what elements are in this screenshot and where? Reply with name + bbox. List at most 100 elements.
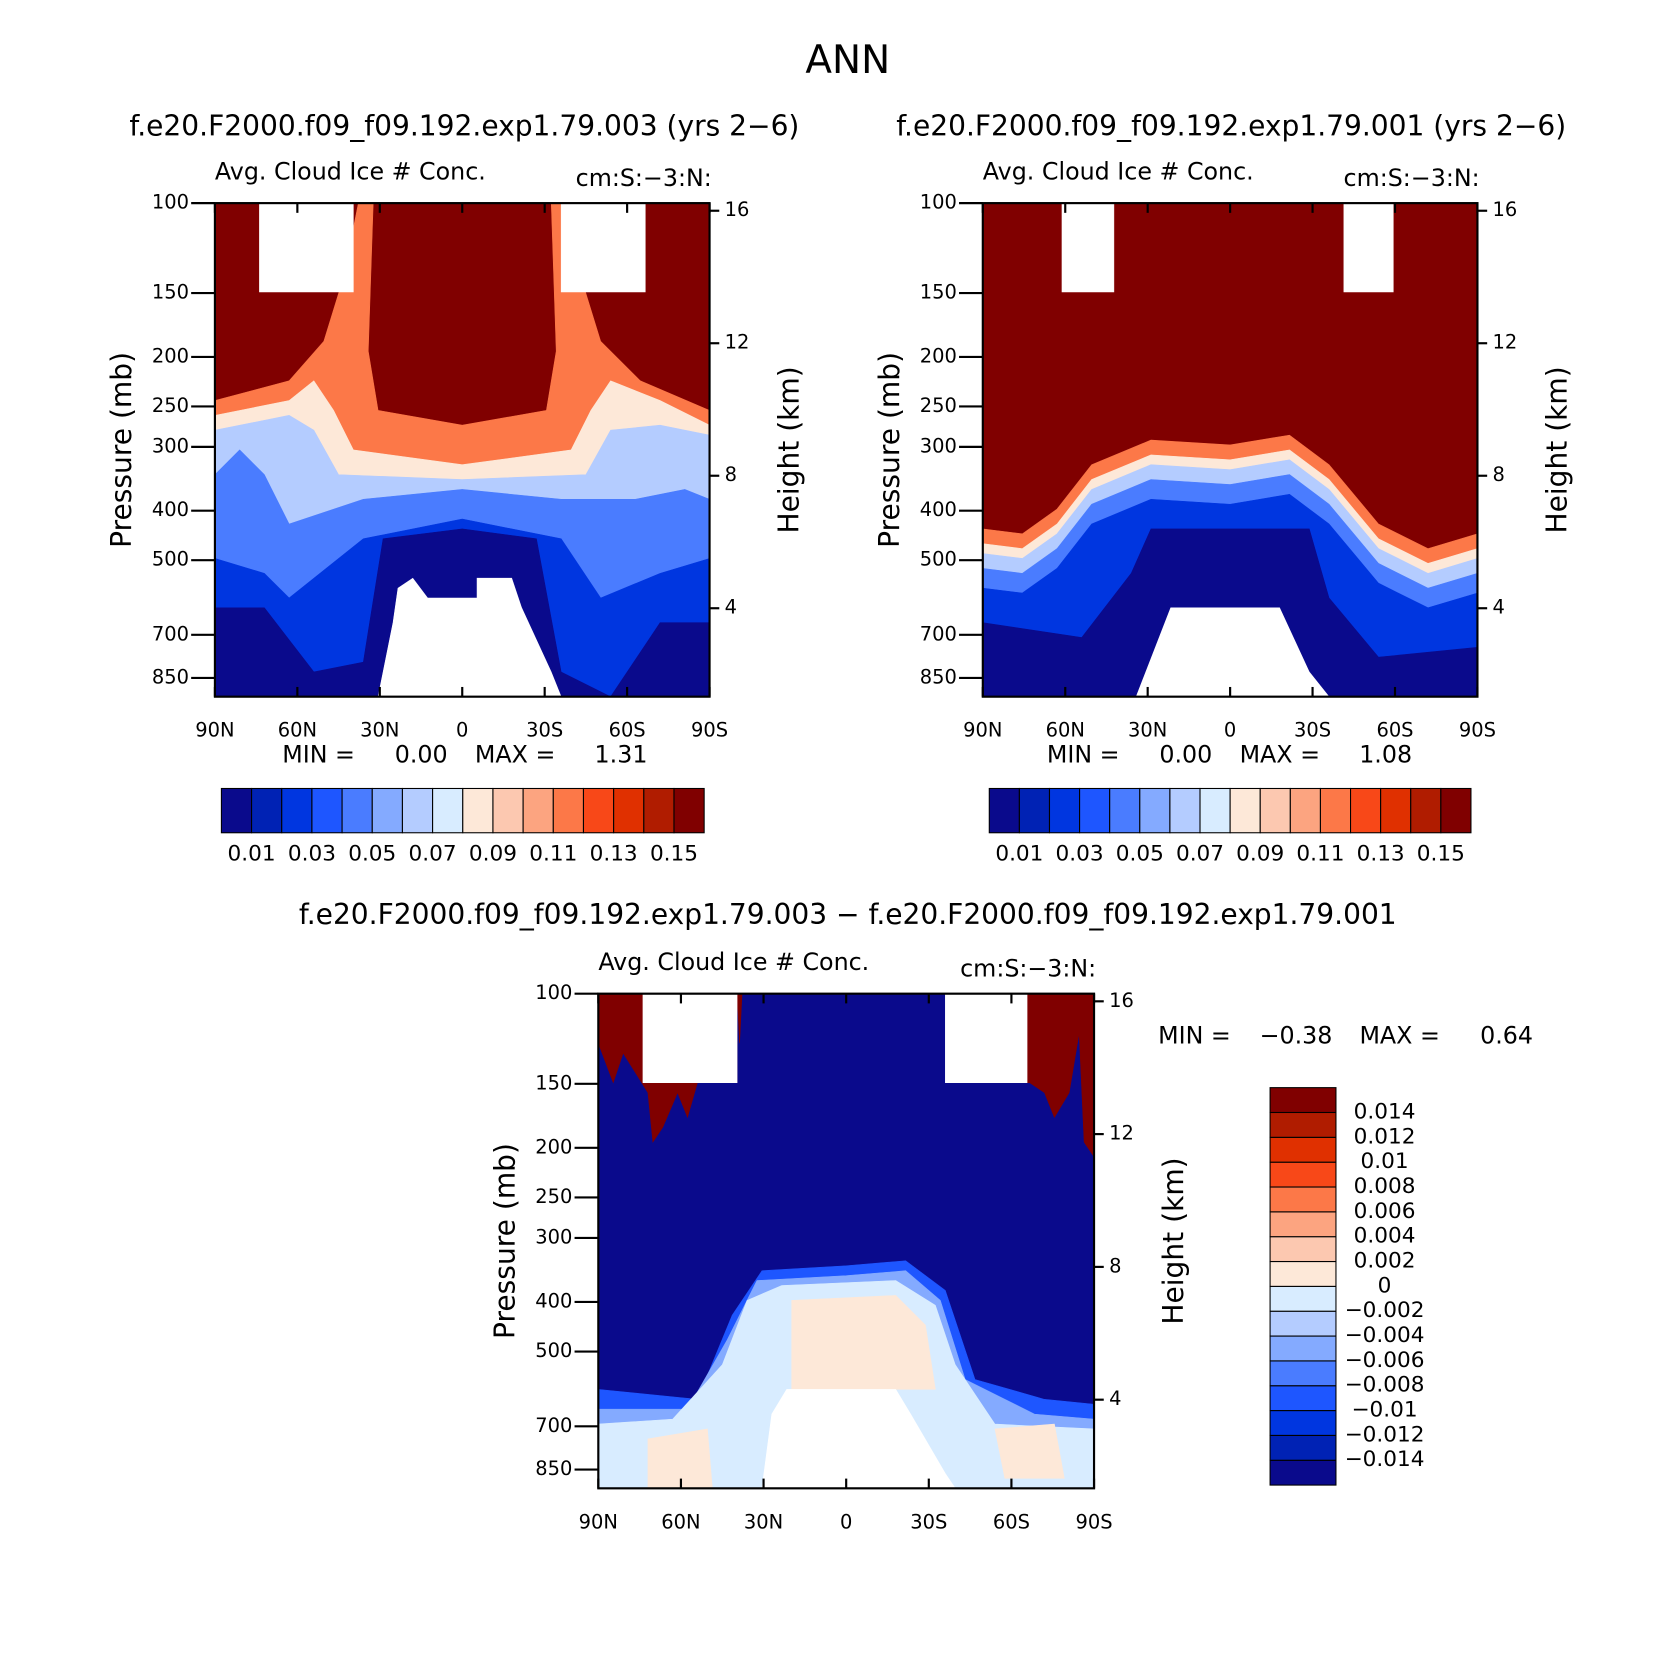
x-tick-label: 60N xyxy=(661,1510,700,1533)
y-tick-label: 250 xyxy=(920,394,957,417)
colorbar-label: 0.07 xyxy=(1176,841,1224,866)
colorbar-box xyxy=(1079,787,1111,834)
y2-tick-label: 12 xyxy=(725,331,750,354)
y-tick-label: 850 xyxy=(535,1457,572,1480)
colorbar-label: 0.01 xyxy=(228,841,276,866)
y2-tick-label: 12 xyxy=(1493,331,1518,354)
colorbar-label: 0.11 xyxy=(1296,841,1344,866)
y-axis-label: Pressure (mb) xyxy=(489,1143,522,1339)
y2-tick-label: 4 xyxy=(1109,1387,1121,1410)
stat-name: MAX = xyxy=(1359,1021,1439,1049)
x-tick-label: 60S xyxy=(1376,719,1413,742)
colorbar-label: 0.15 xyxy=(650,841,698,866)
x-tick-label: 90N xyxy=(195,719,234,742)
colorbar-label: 0.002 xyxy=(1354,1249,1416,1274)
colorbar-box xyxy=(1269,1211,1337,1238)
missing-data xyxy=(1061,203,1115,293)
colorbar-box xyxy=(1269,1459,1337,1486)
y2-axis-label: Height (km) xyxy=(1540,366,1573,533)
colorbar-label: 0.11 xyxy=(529,841,577,866)
x-tick-label: 30N xyxy=(360,719,399,742)
colorbar-box xyxy=(643,787,675,834)
x-tick-label: 30N xyxy=(1128,719,1167,742)
colorbar-box xyxy=(1169,787,1201,834)
colorbar-box xyxy=(1269,1335,1337,1362)
y-tick-label: 400 xyxy=(920,498,957,521)
colorbar-box xyxy=(1289,787,1321,834)
y-tick-label: 700 xyxy=(535,1414,572,1437)
colorbar-label: 0.07 xyxy=(409,841,457,866)
colorbar-label: 0.012 xyxy=(1354,1124,1416,1149)
colorbar-label: −0.006 xyxy=(1345,1348,1425,1373)
panel-title: Avg. Cloud Ice # Conc. xyxy=(983,157,1254,185)
colorbar-box xyxy=(1269,1310,1337,1337)
colorbar-box xyxy=(281,787,313,834)
y-tick-label: 700 xyxy=(920,622,957,645)
contour-fill xyxy=(1026,993,1095,1158)
colorbar-box xyxy=(1269,1186,1337,1213)
missing-data xyxy=(761,1389,956,1489)
colorbar-box xyxy=(552,787,585,834)
x-tick-label: 60N xyxy=(1046,719,1085,742)
colorbar-box xyxy=(251,787,283,834)
y2-tick-label: 8 xyxy=(725,463,737,486)
stat-value: 1.08 xyxy=(1359,741,1412,769)
colorbar-label: 0.13 xyxy=(590,841,638,866)
colorbar-label: −0.004 xyxy=(1345,1323,1425,1348)
colorbar-box xyxy=(1048,787,1081,834)
stat-name: MIN = xyxy=(1047,741,1120,769)
missing-data xyxy=(945,993,1028,1083)
colorbar-label: 0.01 xyxy=(995,841,1043,866)
stat-value: 0.64 xyxy=(1480,1021,1533,1049)
colorbar-box xyxy=(1269,1161,1337,1188)
y-tick-label: 250 xyxy=(152,394,189,417)
colorbar-box xyxy=(1269,1285,1337,1312)
colorbar-box xyxy=(1440,787,1472,834)
colorbar-box xyxy=(1199,787,1231,834)
y-tick-label: 850 xyxy=(920,665,957,688)
colorbar-label: 0.014 xyxy=(1354,1099,1416,1124)
contour-fill xyxy=(647,1428,713,1489)
colorbar-box xyxy=(341,787,373,834)
panel-title: Avg. Cloud Ice # Conc. xyxy=(215,157,486,185)
x-tick-label: 30S xyxy=(526,719,563,742)
y-axis-label: Pressure (mb) xyxy=(873,352,906,548)
panel-subtitle: f.e20.F2000.f09_f09.192.exp1.79.003 − f.… xyxy=(299,898,1397,931)
contour-fill xyxy=(994,1423,1065,1479)
panel-units: cm:S:−3:N: xyxy=(1344,164,1480,192)
colorbar-box xyxy=(1269,1385,1337,1412)
colorbar-box xyxy=(1269,1087,1337,1114)
x-tick-label: 30S xyxy=(910,1510,947,1533)
colorbar-label: −0.01 xyxy=(1351,1398,1417,1423)
colorbar-box xyxy=(673,787,705,834)
y-tick-label: 100 xyxy=(535,981,572,1004)
panel-units: cm:S:−3:N: xyxy=(576,164,712,192)
missing-data xyxy=(259,203,354,293)
y-tick-label: 300 xyxy=(920,434,957,457)
colorbar-label: −0.014 xyxy=(1345,1447,1425,1472)
x-tick-label: 60N xyxy=(278,719,317,742)
y2-tick-label: 16 xyxy=(725,198,750,221)
colorbar-box xyxy=(1139,787,1171,834)
y2-tick-label: 16 xyxy=(1109,989,1134,1012)
colorbar-box xyxy=(371,787,403,834)
missing-data xyxy=(642,993,738,1083)
colorbar-label: 0.03 xyxy=(288,841,336,866)
panel-title: Avg. Cloud Ice # Conc. xyxy=(598,948,869,976)
colorbar-box xyxy=(582,787,615,834)
y-tick-label: 200 xyxy=(152,344,189,367)
stat-value: −0.38 xyxy=(1260,1021,1333,1049)
stat-name: MAX = xyxy=(475,741,555,769)
colorbar-label: 0.008 xyxy=(1354,1174,1416,1199)
missing-data xyxy=(377,577,562,697)
colorbar-box xyxy=(1259,787,1291,834)
colorbar-box xyxy=(462,787,494,834)
y-tick-label: 250 xyxy=(535,1185,572,1208)
y-tick-label: 400 xyxy=(535,1289,572,1312)
colorbar-box xyxy=(1269,1434,1337,1461)
colorbar-label: 0.09 xyxy=(1236,841,1284,866)
colorbar-label: 0 xyxy=(1378,1273,1392,1298)
colorbar-box xyxy=(1269,1260,1337,1287)
colorbar-label: 0.13 xyxy=(1357,841,1405,866)
